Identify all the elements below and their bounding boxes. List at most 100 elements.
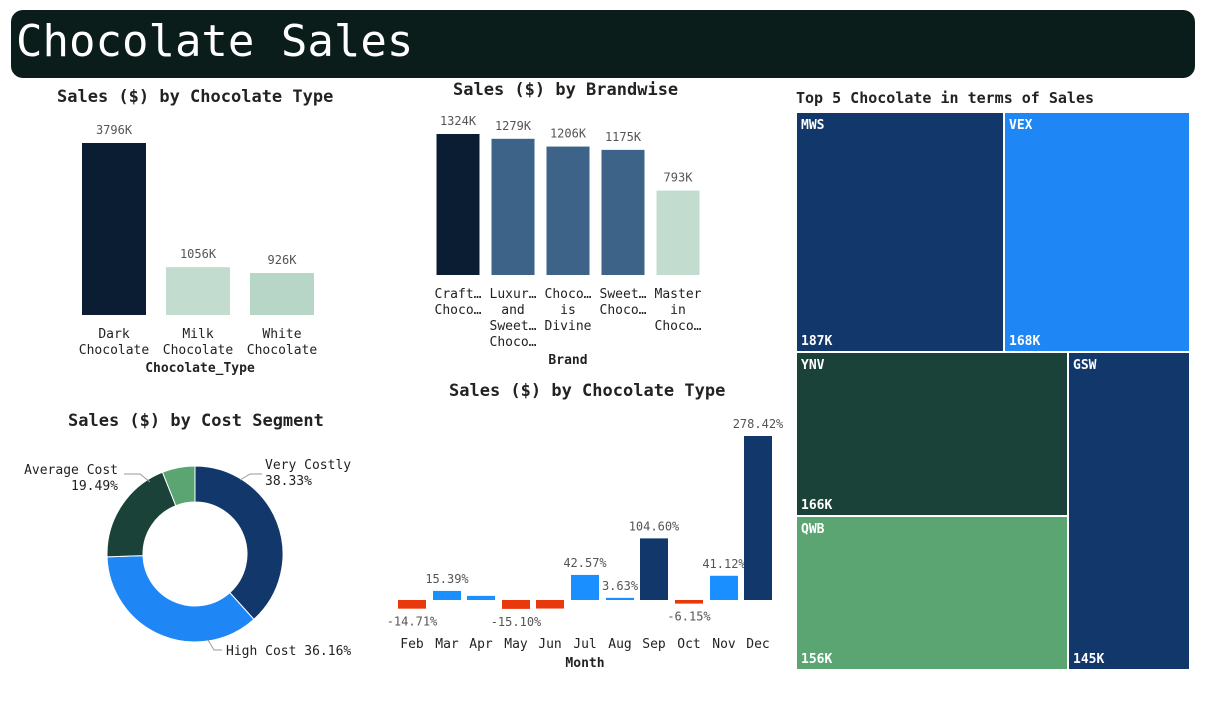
x-tick-label: May <box>504 637 528 652</box>
x-tick-label: is <box>560 303 576 318</box>
treemap-label: MWS <box>801 118 825 133</box>
bar <box>166 267 230 315</box>
x-tick-label: Dark <box>98 327 129 342</box>
data-label: 42.57% <box>563 556 607 570</box>
dashboard-title: Chocolate Sales <box>16 16 414 67</box>
x-tick-label: Choco… <box>655 319 702 334</box>
bar <box>502 600 530 609</box>
x-tick-label: Oct <box>677 637 700 652</box>
x-tick-label: and <box>501 303 524 318</box>
bar <box>433 590 461 600</box>
x-tick-label: Mar <box>435 637 459 652</box>
x-tick-label: Apr <box>469 637 493 652</box>
x-tick-label: Choco… <box>435 303 482 318</box>
bar <box>710 575 738 600</box>
bar <box>744 436 772 600</box>
data-label: 3.63% <box>602 579 639 593</box>
treemap-value: 166K <box>801 498 833 513</box>
x-tick-label: Sep <box>642 637 666 652</box>
bar <box>601 149 645 275</box>
treemap-cell: MWS 187K <box>796 112 1004 352</box>
donut-slice <box>161 465 196 507</box>
x-tick-label: Choco… <box>490 335 537 350</box>
donut-slice <box>194 465 284 621</box>
x-tick-label: White <box>262 327 301 342</box>
x-axis-title: Month <box>565 656 604 671</box>
x-tick-label: Milk <box>182 327 213 342</box>
data-label: 104.60% <box>629 519 680 533</box>
x-tick-label: Divine <box>545 319 592 334</box>
x-tick-label: Dec <box>746 637 769 652</box>
treemap-cell: YNV 166K <box>796 352 1068 516</box>
treemap-value: 168K <box>1009 334 1041 349</box>
bar <box>436 134 480 275</box>
x-tick-label: Chocolate <box>163 343 234 358</box>
chart-title-segment: Sales ($) by Cost Segment <box>68 411 324 431</box>
treemap-value: 145K <box>1073 652 1105 667</box>
data-label: 1175K <box>605 130 642 144</box>
x-tick-label: Luxur… <box>490 287 537 302</box>
data-label: 1206K <box>550 127 587 141</box>
x-tick-label: Sweet… <box>490 319 537 334</box>
treemap-label: VEX <box>1009 118 1033 133</box>
slice-label: Very Costly <box>265 458 351 473</box>
data-label: -15.10% <box>491 615 542 629</box>
slice-label: 19.49% <box>71 479 118 494</box>
treemap-cell: QWB 156K <box>796 516 1068 670</box>
data-label: 793K <box>664 171 694 185</box>
x-tick-label: Chocolate <box>247 343 318 358</box>
treemap-value: 156K <box>801 652 833 667</box>
bar <box>467 595 495 600</box>
bar <box>656 190 700 275</box>
slice-label: 38.33% <box>265 474 312 489</box>
bar <box>571 574 599 600</box>
x-tick-label: Nov <box>712 637 736 652</box>
chart-title-top5: Top 5 Chocolate in terms of Sales <box>796 89 1095 107</box>
data-label: 15.39% <box>425 572 469 586</box>
leader-line <box>207 639 222 651</box>
bar <box>250 273 314 315</box>
data-label: -6.15% <box>667 610 711 624</box>
x-tick-label: Jun <box>538 637 561 652</box>
leader-line <box>239 473 262 481</box>
bar <box>640 538 668 600</box>
x-tick-label: in <box>670 303 686 318</box>
treemap-label: GSW <box>1073 358 1097 373</box>
treemap-label: YNV <box>801 358 825 373</box>
leader-line <box>124 473 151 483</box>
chart-title-type: Sales ($) by Chocolate Type <box>57 87 334 107</box>
chart-title-month: Sales ($) by Chocolate Type <box>449 381 726 401</box>
treemap-cell: GSW 145K <box>1068 352 1190 670</box>
dashboard-header: Chocolate Sales <box>11 10 1195 78</box>
x-tick-label: Choco… <box>545 287 592 302</box>
data-label: 1279K <box>495 119 532 133</box>
bar <box>491 138 535 275</box>
x-tick-label: Craft… <box>435 287 482 302</box>
x-axis-title: Chocolate_Type <box>145 361 255 376</box>
data-label: 278.42% <box>733 417 784 431</box>
x-tick-label: Chocolate <box>79 343 150 358</box>
bar <box>675 600 703 604</box>
data-label: -14.71% <box>387 615 438 629</box>
slice-label: Average Cost <box>24 463 118 478</box>
bar <box>606 597 634 600</box>
data-label: 1324K <box>440 114 477 128</box>
chart-title-brand: Sales ($) by Brandwise <box>453 80 679 100</box>
bar <box>82 143 146 315</box>
bar <box>536 600 564 609</box>
x-tick-label: Jul <box>573 637 596 652</box>
x-axis-title: Brand <box>548 353 587 368</box>
data-label: 1056K <box>180 247 217 261</box>
bar <box>398 600 426 609</box>
data-label: 926K <box>268 253 298 267</box>
treemap-label: QWB <box>801 522 825 537</box>
slice-label: High Cost 36.16% <box>226 644 351 659</box>
data-label: 41.12% <box>702 557 746 571</box>
x-tick-label: Aug <box>608 637 631 652</box>
donut-slice <box>106 555 255 643</box>
treemap-value: 187K <box>801 334 833 349</box>
